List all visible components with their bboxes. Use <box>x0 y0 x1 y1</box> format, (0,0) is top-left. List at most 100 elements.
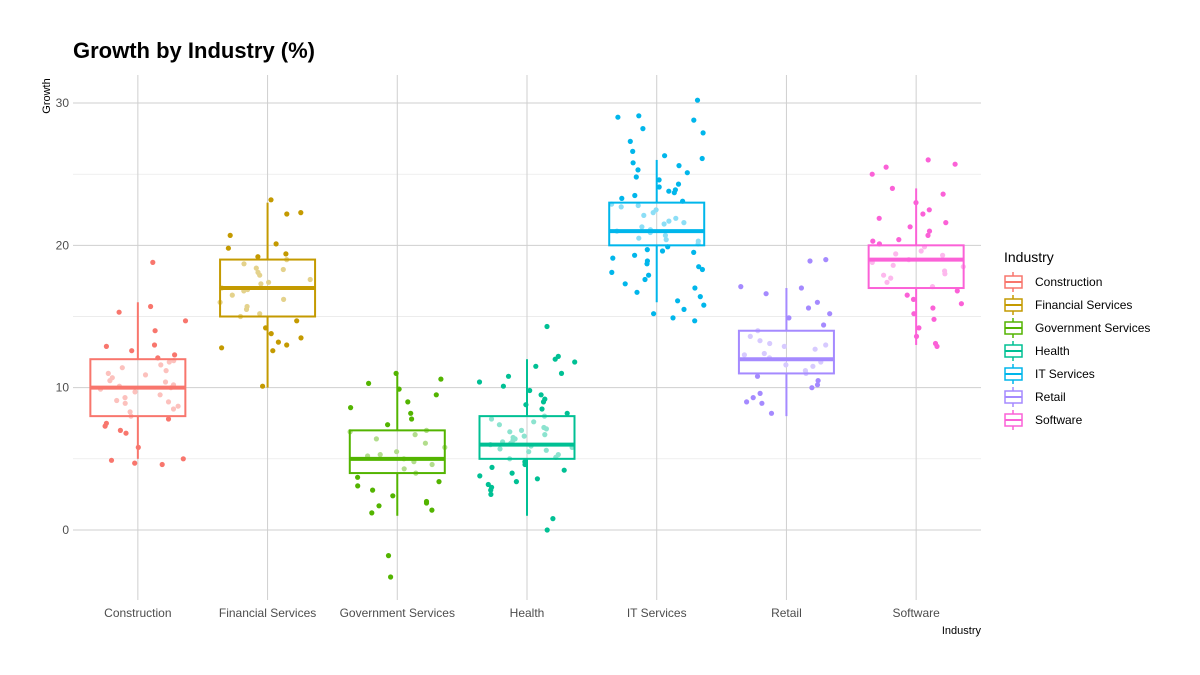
data-point <box>618 204 624 210</box>
data-point <box>635 202 641 209</box>
x-tick-label: Construction <box>104 606 171 620</box>
data-point <box>781 343 787 349</box>
data-point <box>821 322 827 328</box>
data-point <box>699 155 705 162</box>
data-point <box>699 266 706 273</box>
data-point <box>943 220 949 226</box>
data-point <box>280 266 286 273</box>
data-point <box>497 446 503 452</box>
data-point <box>540 399 547 405</box>
data-point <box>925 232 931 238</box>
data-point <box>814 299 821 305</box>
data-point <box>673 215 679 221</box>
x-axis-ticks: Construction Financial Services Government… <box>104 606 940 620</box>
data-point <box>676 163 682 169</box>
y-tick-label: 10 <box>56 381 70 395</box>
data-point <box>373 436 379 442</box>
data-point <box>488 491 494 497</box>
data-point <box>940 252 946 258</box>
data-point <box>408 410 414 416</box>
data-point <box>123 430 129 436</box>
data-point <box>150 259 156 265</box>
data-point <box>636 235 642 241</box>
box-financial-services <box>219 202 317 388</box>
data-point <box>166 359 172 365</box>
data-point <box>642 276 648 283</box>
data-point <box>266 279 272 285</box>
data-point <box>783 362 789 368</box>
data-point <box>916 325 922 331</box>
data-point <box>107 378 113 384</box>
data-point <box>633 174 639 180</box>
data-point <box>558 370 565 376</box>
data-point <box>767 340 773 347</box>
data-point <box>697 294 703 300</box>
legend-label: Financial Services <box>1035 298 1132 312</box>
data-point <box>747 333 753 339</box>
data-point <box>550 516 556 522</box>
data-point <box>165 416 172 422</box>
data-point <box>129 348 135 354</box>
data-point <box>675 181 682 187</box>
data-point <box>663 237 669 243</box>
data-point <box>640 126 646 132</box>
box-retail <box>737 288 835 417</box>
data-point <box>572 359 578 365</box>
data-point <box>636 113 642 119</box>
data-point <box>405 399 411 405</box>
boxes <box>89 159 965 516</box>
box-health <box>478 359 576 516</box>
data-point <box>243 306 250 312</box>
legend-item: Software <box>1004 410 1083 430</box>
data-point <box>429 461 435 468</box>
data-point <box>355 483 361 489</box>
data-point <box>159 461 165 468</box>
data-point <box>270 348 276 354</box>
data-point <box>496 422 502 428</box>
box-iqr <box>867 244 965 290</box>
data-point <box>883 164 889 170</box>
data-point <box>122 400 128 406</box>
data-point <box>298 210 304 216</box>
data-point <box>377 452 383 458</box>
data-point <box>370 487 376 493</box>
data-point <box>268 331 274 337</box>
y-tick-label: 30 <box>56 96 70 110</box>
data-point <box>768 410 775 416</box>
data-point <box>651 311 657 317</box>
data-point <box>521 433 527 439</box>
data-point <box>738 284 744 290</box>
legend-label: Government Services <box>1035 321 1150 335</box>
data-point <box>812 346 818 352</box>
data-point <box>920 211 926 217</box>
data-point <box>809 385 815 391</box>
data-point <box>810 363 816 369</box>
data-point <box>284 211 290 217</box>
data-point <box>307 276 313 283</box>
data-point <box>369 510 375 516</box>
data-point <box>260 383 266 389</box>
legend-item: Financial Services <box>1004 295 1132 315</box>
data-point <box>148 303 154 310</box>
data-point <box>175 403 181 409</box>
data-point <box>170 406 177 412</box>
data-point <box>429 507 435 513</box>
jitter-points <box>97 97 966 580</box>
box-government-services <box>348 373 446 516</box>
chart-title: Growth by Industry (%) <box>73 38 315 63</box>
data-point <box>696 264 702 270</box>
data-point <box>552 356 558 362</box>
data-point <box>543 447 549 453</box>
data-point <box>283 251 289 257</box>
data-point <box>476 379 483 385</box>
x-axis-title: Industry <box>942 625 982 637</box>
data-point <box>157 392 163 398</box>
data-point <box>662 232 669 238</box>
data-point <box>910 296 917 302</box>
data-point <box>754 373 761 379</box>
x-tick-label: Retail <box>771 606 802 620</box>
data-point <box>814 382 821 388</box>
data-point <box>958 301 965 307</box>
data-point <box>388 574 394 580</box>
